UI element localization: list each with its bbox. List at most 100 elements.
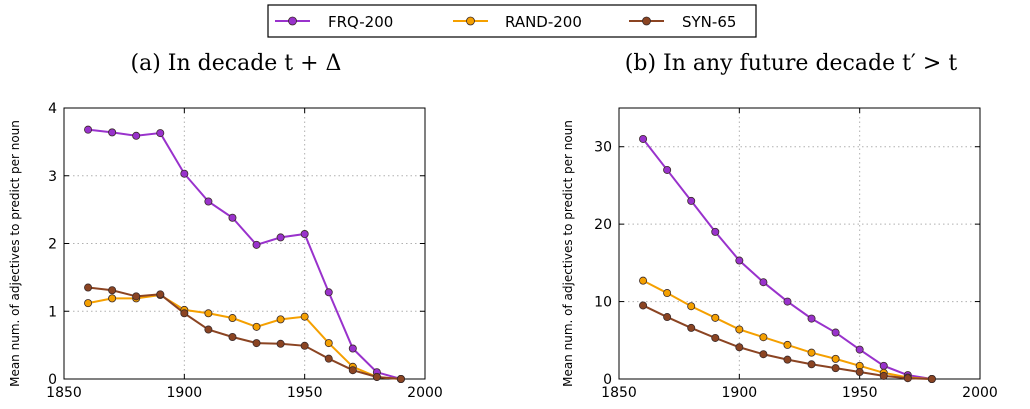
legend-box	[267, 4, 757, 38]
chart-b-point-syn	[927, 374, 936, 383]
chart-b-point-rand	[663, 289, 672, 298]
chart-a-point-rand	[84, 299, 93, 308]
chart-b-ytick-label: 30	[594, 140, 612, 156]
chart-a-point-frq	[228, 213, 237, 222]
chart-b-point-rand	[831, 354, 840, 363]
chart-a-point-frq	[276, 233, 285, 242]
legend-marker-rand	[466, 16, 475, 26]
chart-b-point-rand	[639, 276, 648, 285]
chart-a-title: (a) In decade t + Δ	[131, 51, 342, 76]
chart-a-point-syn	[228, 332, 237, 341]
chart-b-point-frq	[831, 328, 840, 337]
chart-b-xtick-label: 1950	[842, 385, 878, 401]
chart-a-point-syn	[180, 309, 189, 318]
chart-a: 1850 1900 1950 2000 0 1 2 3 4 Mean num. of adject…	[8, 101, 443, 401]
chart-a-point-syn	[156, 290, 165, 299]
chart-a-point-frq	[108, 128, 117, 137]
chart-b-point-frq	[663, 165, 672, 174]
chart-a-point-frq	[252, 240, 261, 249]
legend-entry-frq: FRQ-200	[275, 13, 393, 31]
legend: FRQ-200 RAND-200 SYN-65	[267, 4, 757, 38]
chart-a-point-rand	[324, 339, 333, 348]
chart-b-point-rand	[759, 333, 768, 342]
legend-marker-syn	[642, 16, 651, 26]
chart-a-point-frq	[156, 129, 165, 138]
chart-a-point-syn	[84, 283, 93, 292]
chart-a-xtick-label: 2000	[407, 385, 443, 401]
chart-a-point-rand	[228, 314, 237, 323]
legend-marker-frq	[288, 16, 297, 26]
chart-a-series-line-rand	[87, 293, 402, 380]
chart-b-ytick-label: 10	[594, 295, 612, 311]
chart-b-point-rand	[735, 325, 744, 334]
chart-b-point-syn	[783, 355, 792, 364]
chart-a-xtick-label: 1950	[287, 385, 323, 401]
chart-a-y-axis-label: Mean num. of adjectives to predict per n…	[8, 120, 22, 387]
chart-b-series-line-rand	[642, 279, 932, 380]
chart-b-xtick-label: 1850	[601, 385, 637, 401]
chart-a-point-syn	[108, 286, 117, 295]
chart-b-point-syn	[903, 374, 912, 383]
chart-a-series-line-syn	[87, 286, 402, 380]
chart-b-point-syn	[855, 368, 864, 377]
chart-b-point-syn	[711, 333, 720, 342]
chart-b-point-frq	[687, 196, 696, 205]
chart-b-point-syn	[759, 350, 768, 359]
chart-b-point-syn	[735, 343, 744, 352]
chart-a-ytick-label: 2	[48, 237, 57, 253]
chart-b-y-axis-label: Mean num. of adjectives to predict per n…	[561, 120, 575, 387]
chart-b-ytick-label: 0	[603, 372, 612, 388]
chart-a-point-rand	[108, 294, 117, 303]
chart-b-point-syn	[663, 313, 672, 322]
chart-b-point-frq	[855, 345, 864, 354]
chart-a-xtick-label: 1900	[167, 385, 203, 401]
chart-a-ytick-label: 4	[48, 101, 57, 117]
chart-b-point-frq	[735, 256, 744, 265]
chart-a-point-syn	[324, 354, 333, 363]
chart-a-point-frq	[180, 169, 189, 178]
legend-label-rand: RAND-200	[505, 13, 582, 31]
chart-b-xtick-label: 2000	[962, 385, 998, 401]
chart-b-point-frq	[807, 314, 816, 323]
chart-a-point-syn	[300, 341, 309, 350]
legend-label-frq: FRQ-200	[328, 13, 393, 31]
chart-a-point-syn	[204, 325, 213, 334]
chart-b-point-rand	[687, 302, 696, 311]
chart-b-plot-frame	[618, 107, 981, 380]
chart-a-point-syn	[372, 372, 381, 381]
chart-a-point-frq	[300, 230, 309, 239]
chart-b-point-frq	[711, 227, 720, 236]
chart-b-point-syn	[639, 301, 648, 310]
chart-a-series-line-frq	[87, 128, 402, 380]
chart-b-point-rand	[711, 313, 720, 322]
legend-entry-syn: SYN-65	[629, 13, 736, 31]
legend-label-syn: SYN-65	[682, 13, 736, 31]
chart-a-point-frq	[132, 131, 141, 140]
chart-b-point-frq	[639, 134, 648, 143]
chart-a-point-frq	[204, 197, 213, 206]
chart-b-point-rand	[807, 348, 816, 357]
chart-a-point-rand	[204, 309, 213, 318]
chart-a-ytick-label: 3	[48, 169, 57, 185]
chart-b-point-syn	[687, 323, 696, 332]
chart-a-point-frq	[84, 125, 93, 134]
chart-b-point-rand	[783, 340, 792, 349]
chart-a-ytick-label: 1	[48, 304, 57, 320]
chart-b-xtick-label: 1900	[722, 385, 758, 401]
chart-a-point-rand	[300, 312, 309, 321]
chart-b-point-syn	[807, 360, 816, 369]
chart-b-point-frq	[879, 361, 888, 370]
chart-a-point-frq	[324, 288, 333, 297]
chart-b-point-syn	[831, 364, 840, 373]
chart-a-point-rand	[252, 322, 261, 331]
chart-a-point-syn	[276, 339, 285, 348]
chart-a-point-syn	[252, 339, 261, 348]
chart-a-ytick-label: 0	[48, 372, 57, 388]
chart-a-point-rand	[276, 315, 285, 324]
chart-a-point-syn	[132, 292, 141, 301]
chart-b-title: (b) In any future decade t′ > t	[625, 51, 958, 76]
chart-b-point-syn	[879, 371, 888, 380]
chart-a-point-syn	[396, 374, 405, 383]
chart-b-point-frq	[759, 278, 768, 287]
